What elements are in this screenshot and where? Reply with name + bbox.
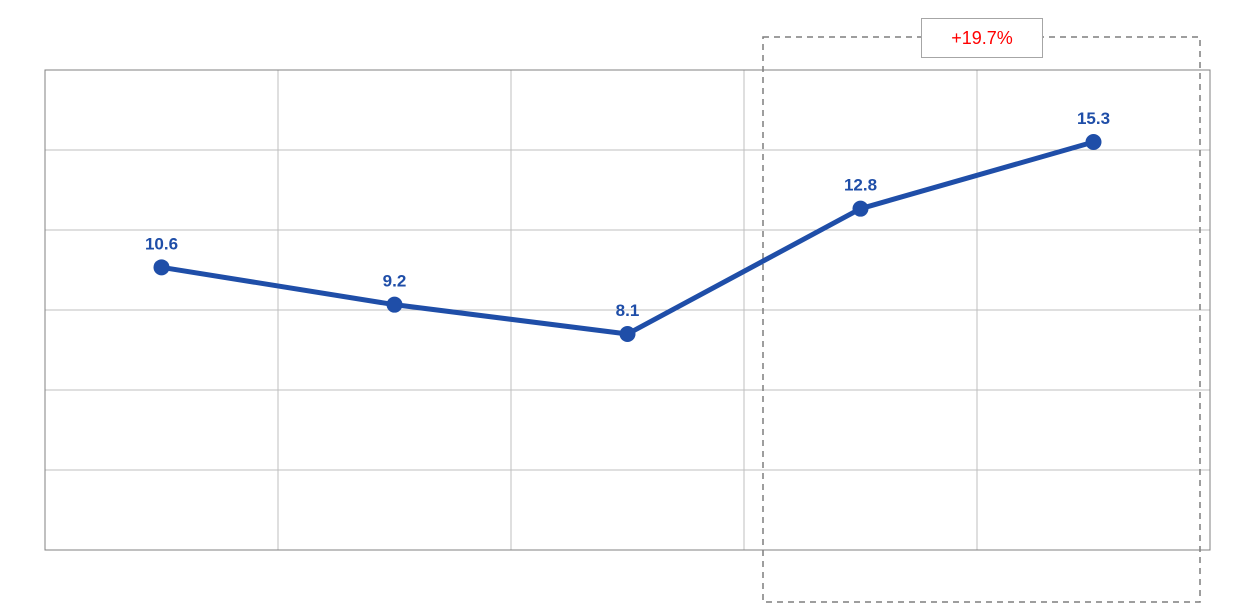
growth-callout-label: +19.7% xyxy=(951,28,1013,48)
svg-text:10.6: 10.6 xyxy=(145,234,178,253)
svg-text:15.3: 15.3 xyxy=(1077,109,1110,128)
svg-text:8.1: 8.1 xyxy=(616,301,640,320)
growth-callout: +19.7% xyxy=(921,18,1043,58)
svg-text:12.8: 12.8 xyxy=(844,176,877,195)
svg-text:9.2: 9.2 xyxy=(383,272,407,291)
